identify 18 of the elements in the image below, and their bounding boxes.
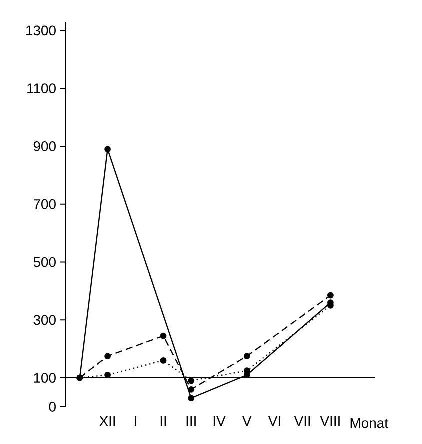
x-tick-label: VII — [294, 416, 310, 426]
x-tick-label: V — [242, 416, 252, 426]
y-tick-label: 300 — [34, 315, 56, 326]
x-tick-label: II — [160, 416, 166, 426]
y-tick-label: 1300 — [26, 26, 56, 36]
y-tick-label: 100 — [34, 373, 56, 383]
y-tick-label: 900 — [34, 142, 56, 152]
x-tick-label: VI — [268, 416, 280, 426]
x-tick-label: III — [186, 416, 196, 426]
y-tick-label: 1100 — [28, 84, 56, 94]
y-tick-label: 500 — [34, 257, 56, 268]
x-tick-label: XII — [100, 416, 116, 426]
y-tick-label: 0 — [49, 402, 56, 412]
x-axis-title: Monat — [350, 418, 388, 428]
y-tick-label: 700 — [34, 199, 56, 210]
x-tick-label: IV — [214, 416, 226, 426]
x-tick-label: VIII — [320, 416, 340, 426]
x-tick-label: I — [135, 416, 136, 426]
